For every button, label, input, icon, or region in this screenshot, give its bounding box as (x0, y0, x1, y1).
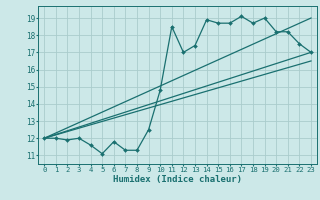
X-axis label: Humidex (Indice chaleur): Humidex (Indice chaleur) (113, 175, 242, 184)
